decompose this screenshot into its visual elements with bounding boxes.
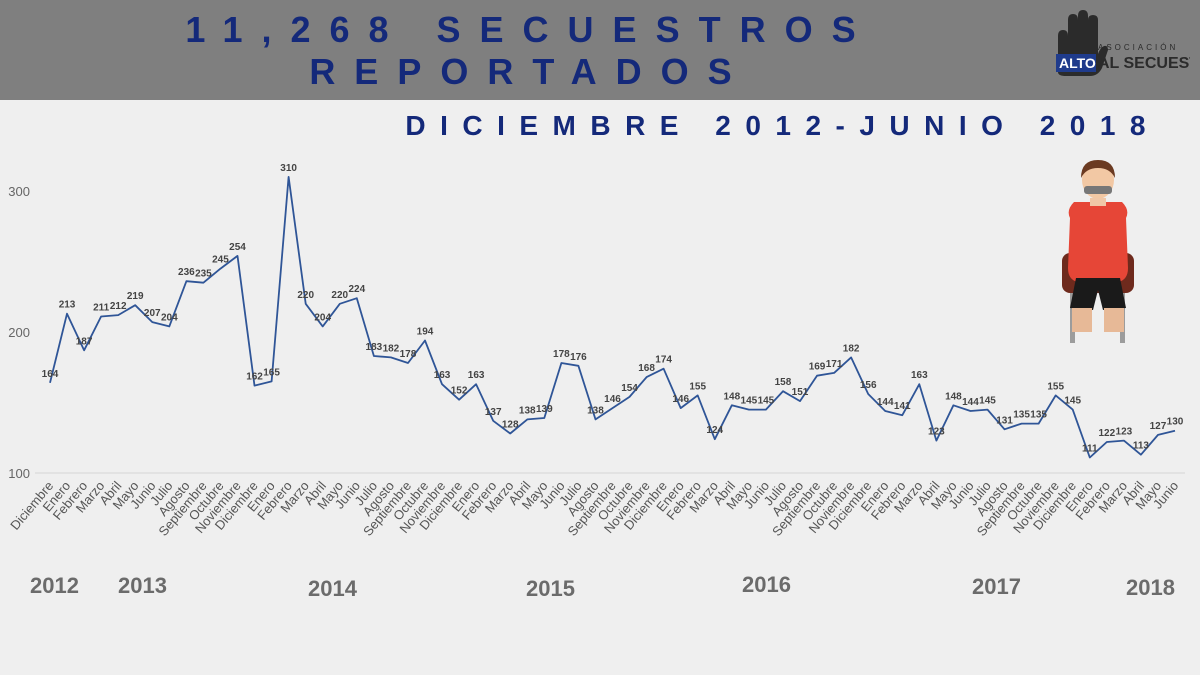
data-label: 113 [1133, 441, 1150, 452]
svg-text:ASOCIACIÓN: ASOCIACIÓN [1098, 43, 1178, 52]
data-label: 144 [877, 397, 894, 408]
data-label: 245 [212, 255, 229, 266]
data-label: 235 [195, 269, 212, 280]
data-label: 139 [536, 404, 553, 415]
data-label: 194 [417, 326, 434, 337]
data-label: 155 [689, 381, 706, 392]
data-label: 145 [1064, 396, 1081, 407]
data-label: 130 [1167, 417, 1184, 428]
data-label: 204 [161, 312, 178, 323]
series-line [49, 176, 1176, 459]
person-illustration [1062, 160, 1134, 343]
data-label: 178 [553, 349, 570, 360]
data-label: 128 [502, 420, 519, 431]
svg-text:AL SECUESTRO: AL SECUESTRO [1098, 55, 1190, 72]
data-label: 135 [1013, 410, 1030, 421]
year-label-2016: 2016 [742, 572, 791, 597]
svg-text:ALTO: ALTO [1059, 55, 1096, 71]
data-label: 171 [826, 359, 843, 370]
alto-al-secuestro-logo: ALTO ASOCIACIÓN AL SECUESTRO [1056, 10, 1190, 76]
data-label: 182 [843, 343, 860, 354]
data-label: 164 [42, 369, 59, 380]
data-label: 154 [621, 383, 638, 394]
data-label: 174 [655, 355, 672, 366]
data-label: 310 [280, 163, 297, 174]
data-label: 144 [962, 397, 979, 408]
data-label: 220 [297, 290, 314, 301]
data-label: 176 [570, 352, 587, 363]
title-line-2: REPORTADOS [309, 51, 751, 92]
header-banner: 11,268 SECUESTROS REPORTADOS ALTO ASOCIA… [0, 0, 1200, 100]
data-label: 182 [383, 343, 400, 354]
year-label-2018: 2018 [1126, 575, 1175, 600]
data-label: 254 [229, 242, 246, 253]
data-label: 137 [485, 407, 502, 418]
year-label-2015: 2015 [526, 576, 575, 601]
data-label: 169 [809, 362, 826, 373]
year-label-2013: 2013 [118, 573, 167, 598]
data-label: 163 [434, 370, 451, 381]
data-label: 123 [928, 427, 945, 438]
data-label: 141 [894, 401, 911, 412]
data-label: 145 [758, 396, 775, 407]
data-label: 156 [860, 380, 877, 391]
data-label: 178 [400, 349, 417, 360]
data-label: 152 [451, 386, 468, 397]
year-label-2014: 2014 [308, 576, 357, 601]
year-label-2017: 2017 [972, 574, 1021, 599]
data-label: 212 [110, 301, 127, 312]
title-line-1: 11,268 SECUESTROS [185, 9, 875, 50]
data-label: 204 [314, 312, 331, 323]
data-label: 135 [1030, 410, 1047, 421]
data-label: 236 [178, 267, 195, 278]
data-label: 219 [127, 291, 144, 302]
data-label: 183 [366, 342, 383, 353]
y-tick-label-300: 300 [8, 184, 30, 199]
chart-subtitle: DICIEMBRE 2012-JUNIO 2018 [405, 110, 1160, 141]
data-label: 123 [1116, 427, 1133, 438]
year-label-2012: 2012 [30, 573, 79, 598]
data-label: 162 [246, 372, 263, 383]
data-label: 155 [1047, 381, 1064, 392]
data-label: 213 [59, 300, 76, 311]
data-label: 207 [144, 308, 161, 319]
data-label: 124 [706, 425, 723, 436]
data-label: 127 [1150, 421, 1167, 432]
data-label: 187 [76, 336, 93, 347]
data-label: 224 [348, 284, 365, 295]
data-label: 148 [723, 391, 740, 402]
y-tick-label-200: 200 [8, 325, 30, 340]
data-label: 151 [792, 387, 809, 398]
data-label: 146 [672, 394, 689, 405]
data-label: 138 [587, 405, 604, 416]
data-label: 163 [911, 370, 928, 381]
data-label: 145 [979, 396, 996, 407]
data-label: 163 [468, 370, 485, 381]
data-label: 138 [519, 405, 536, 416]
data-label: 220 [331, 290, 348, 301]
data-label: 146 [604, 394, 621, 405]
data-label: 148 [945, 391, 962, 402]
data-label: 211 [93, 302, 110, 313]
data-label: 158 [775, 377, 792, 388]
data-label: 168 [638, 363, 655, 374]
data-label: 165 [263, 367, 280, 378]
data-label: 111 [1082, 443, 1098, 454]
data-label: 131 [996, 415, 1013, 426]
y-tick-label-100: 100 [8, 466, 30, 481]
data-label: 145 [741, 396, 758, 407]
data-label: 122 [1098, 428, 1115, 439]
